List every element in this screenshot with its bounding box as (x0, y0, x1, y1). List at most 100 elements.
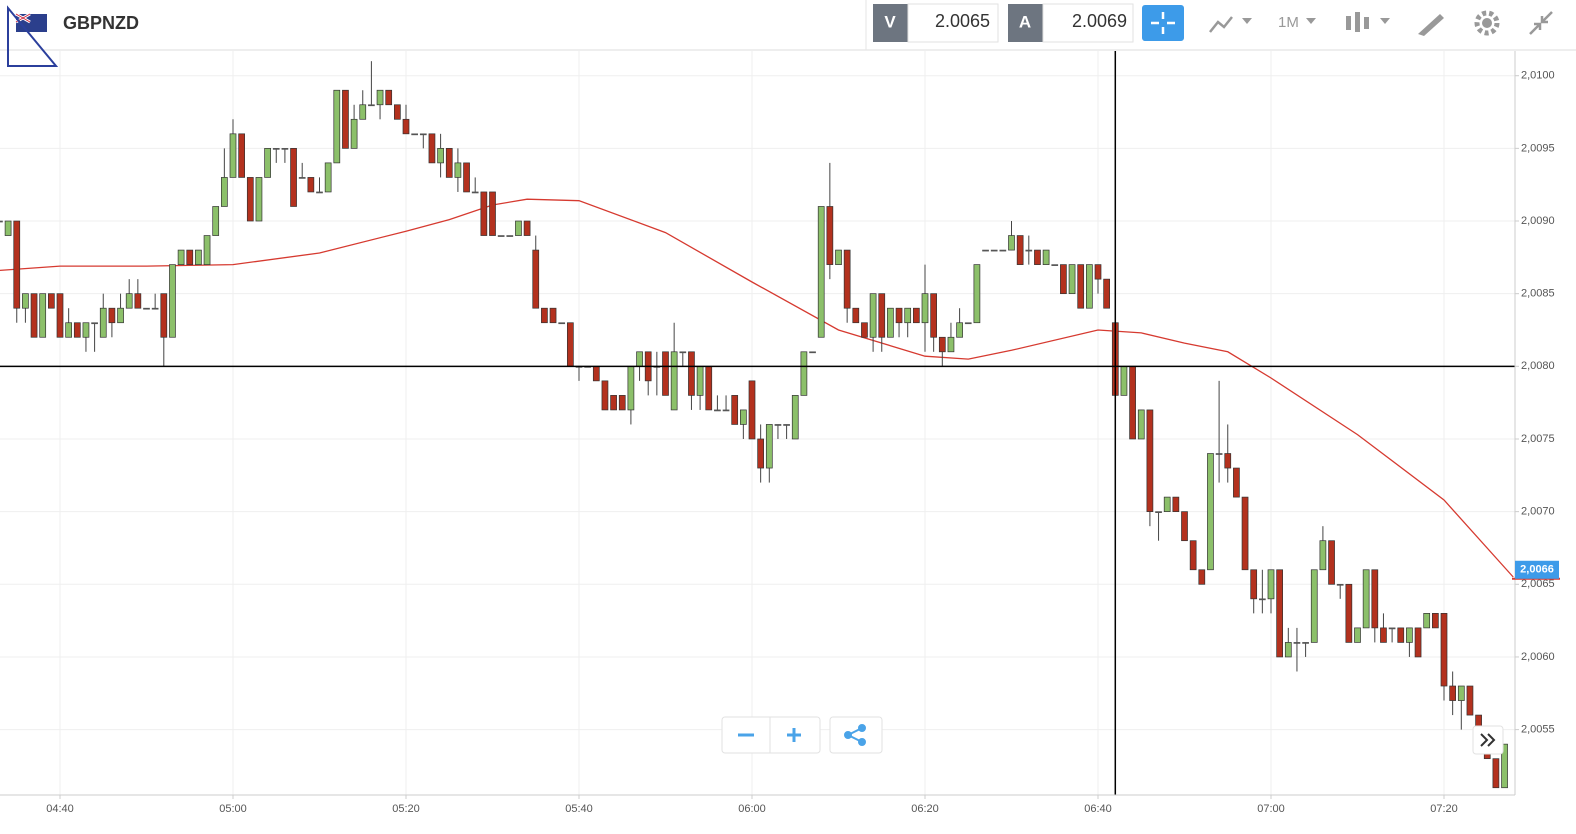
plot-area (0, 51, 1515, 795)
candle-body (1163, 496, 1171, 512)
candle-body (22, 293, 29, 309)
candle-body (1172, 496, 1180, 512)
bid-box[interactable] (907, 3, 999, 43)
candle-body (1137, 409, 1145, 440)
candle-body (30, 293, 38, 338)
candle-body (229, 133, 237, 178)
candle-body (817, 206, 825, 338)
candle-body (852, 307, 860, 324)
y-tick-label: 2,0085 (1521, 288, 1555, 300)
candle-body (1492, 758, 1500, 789)
candle-body (592, 365, 600, 382)
candle-body (809, 351, 816, 354)
candle-body (1094, 264, 1102, 280)
candle-body (1431, 613, 1439, 629)
candle-body (342, 89, 349, 149)
candle-body (350, 118, 358, 149)
crosshair-button[interactable] (1142, 5, 1184, 41)
candle-body (696, 365, 704, 396)
candle-body (895, 307, 903, 324)
candle-body (1155, 511, 1162, 513)
candle-body (1380, 627, 1387, 643)
candle-body (65, 322, 73, 338)
candle-body (1310, 569, 1318, 643)
timeframe[interactable]: 1M (1278, 14, 1299, 31)
ask-box[interactable] (1042, 3, 1134, 43)
y-tick-label: 2,0065 (1521, 578, 1555, 590)
candle-body (791, 395, 799, 440)
candle-body (731, 395, 739, 425)
candle-body (359, 104, 367, 120)
candle-body (506, 235, 514, 237)
zoom-controls (721, 716, 1504, 755)
last-price-label: 2,0066 (1520, 564, 1554, 576)
candle-body (1362, 569, 1370, 629)
candle-body (921, 293, 929, 324)
candle-body (272, 148, 280, 150)
candle-body (990, 249, 998, 252)
candle-body (1016, 235, 1024, 265)
candle-body (454, 162, 462, 178)
candle-body (627, 365, 635, 411)
candle-body (999, 249, 1007, 252)
x-tick-label: 07:00 (1257, 803, 1285, 815)
draw-button[interactable] (1418, 14, 1444, 36)
candle-body (298, 177, 306, 179)
candle-body (878, 293, 886, 338)
candle-body (861, 322, 868, 338)
candle-body (610, 395, 617, 411)
candle-body (722, 409, 730, 412)
collapse-button[interactable] (1529, 11, 1553, 35)
candle-body (1241, 496, 1249, 571)
candle-body (964, 322, 972, 325)
candle-body (117, 307, 124, 324)
ask-price: 2.0069 (1072, 11, 1127, 31)
candle-body (238, 133, 245, 178)
candle-body (843, 249, 851, 309)
axes: 2,0055 2,0060 2,0065 2,0070 2,0075 2,0080 2,00… (46, 70, 1560, 815)
candle-body (73, 322, 81, 338)
moving-average (0, 198, 1514, 578)
y-tick-label: 2,0060 (1521, 651, 1555, 663)
candle-body (489, 191, 496, 236)
candle-body (437, 148, 444, 164)
candle-body (56, 293, 64, 338)
candle-body (402, 118, 410, 135)
candle-body (1284, 642, 1292, 658)
candle-body (835, 249, 842, 265)
candle-body (1440, 613, 1448, 687)
candle-body (333, 89, 341, 164)
candle-body (757, 438, 765, 469)
candle-body (480, 191, 488, 236)
candle-body (982, 249, 989, 252)
candle-body (1328, 540, 1335, 585)
x-tick-label: 04:40 (46, 803, 74, 815)
candle-body (618, 395, 626, 411)
candle-body (1319, 540, 1327, 571)
candle-body (930, 293, 938, 338)
chart-type-button[interactable] (1209, 16, 1252, 33)
candle-body (662, 351, 669, 396)
candle-body (1414, 627, 1422, 658)
candle-body (1042, 249, 1050, 265)
share-button[interactable] (844, 724, 866, 746)
zoom-in[interactable] (787, 728, 801, 742)
candle-body (532, 249, 540, 309)
candle-body (679, 351, 687, 354)
candle-body (739, 409, 747, 425)
settings-button[interactable] (1474, 10, 1500, 36)
candle-style-button[interactable] (1346, 12, 1390, 32)
candle-body (1276, 569, 1284, 658)
candle-body (1120, 365, 1128, 396)
candle-body (169, 264, 176, 338)
candle-body (523, 220, 531, 236)
candle-body (394, 104, 401, 120)
candle-body (177, 249, 185, 265)
candle-body (290, 148, 297, 207)
last-price-box (1515, 560, 1559, 579)
candle-body (255, 177, 263, 222)
candle-body (324, 162, 332, 193)
candle-body (774, 424, 782, 426)
candle-body (1060, 264, 1067, 295)
candle-body (221, 177, 228, 207)
